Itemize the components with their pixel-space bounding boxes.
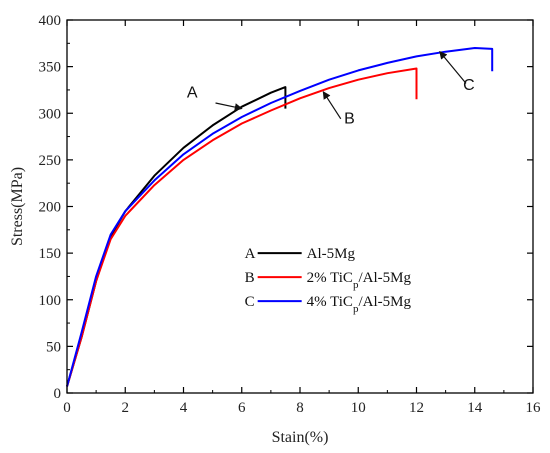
legend-item-a: A Al-5Mg: [245, 246, 356, 262]
x-tick-label: 8: [296, 400, 304, 416]
y-tick-label: 350: [39, 60, 62, 76]
plot-frame: [66, 19, 534, 394]
annotation-a: A: [187, 84, 198, 101]
legend-label: Al-5Mg: [307, 246, 356, 262]
legend-item-c: C 4% TiCp/Al-5Mg: [245, 294, 412, 315]
x-tick-label: 2: [122, 400, 130, 416]
legend-letter: B: [245, 270, 255, 286]
series-line-a: [66, 86, 287, 387]
annotation-arrow-b: [322, 90, 342, 120]
y-tick-label: 0: [54, 386, 62, 402]
x-tick-label: 12: [409, 400, 424, 416]
y-tick-label: 250: [39, 153, 62, 169]
x-tick-label: 14: [467, 400, 483, 416]
legend-label: 2% TiCp/Al-5Mg: [307, 270, 412, 291]
x-tick-label: 6: [238, 400, 246, 416]
legend-label: 4% TiCp/Al-5Mg: [307, 294, 412, 315]
x-tick-label: 4: [180, 400, 188, 416]
annotation-arrow-c: [439, 50, 467, 84]
annotation-c: C: [463, 77, 475, 94]
series-line-c: [66, 47, 494, 387]
y-tick-label: 400: [39, 13, 62, 29]
y-tick-label: 150: [39, 246, 62, 262]
legend-letter: C: [245, 294, 255, 310]
y-tick-label: 50: [46, 339, 61, 355]
legend-letter: A: [245, 246, 256, 262]
legend-item-b: B 2% TiCp/Al-5Mg: [245, 270, 412, 291]
y-tick-label: 300: [39, 106, 62, 122]
x-tick-label: 16: [526, 400, 542, 416]
x-axis-title: Stain(%): [272, 429, 329, 446]
y-tick-label: 200: [39, 200, 62, 216]
x-tick-label: 10: [351, 400, 366, 416]
annotation-arrow-a: [215, 102, 243, 112]
y-axis-title: Stress(MPa): [9, 167, 26, 246]
series-line-b: [66, 67, 418, 387]
x-tick-label: 0: [63, 400, 71, 416]
annotation-b: B: [344, 111, 355, 128]
y-tick-label: 100: [39, 293, 62, 309]
